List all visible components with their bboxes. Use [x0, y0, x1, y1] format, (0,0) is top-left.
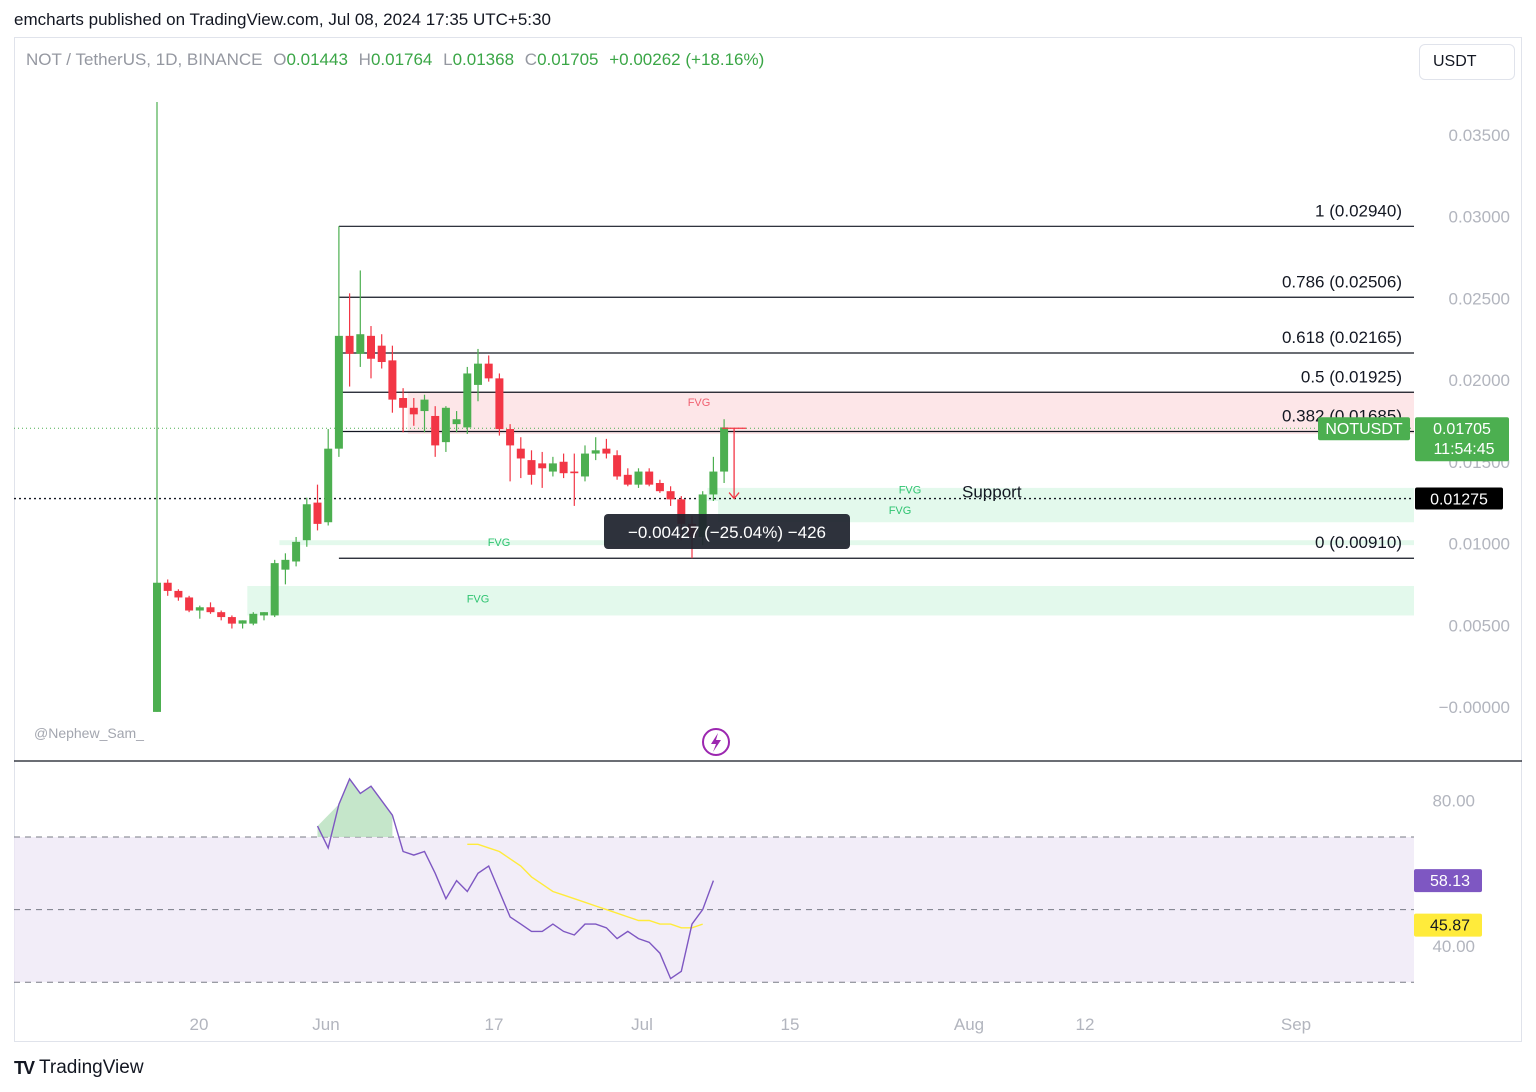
tradingview-logo[interactable]: TV TradingView	[14, 1057, 144, 1079]
low-value: 0.01368	[452, 50, 515, 69]
high-label: H	[358, 50, 371, 69]
symbol-legend: NOT / TetherUS, 1D, BINANCE O0.01443 H0.…	[26, 50, 764, 70]
symbol-name[interactable]: NOT / TetherUS, 1D, BINANCE	[26, 50, 263, 69]
currency-button[interactable]: USDT	[1419, 44, 1515, 80]
tradingview-logo-icon: TV	[14, 1057, 35, 1078]
author-watermark: @Nephew_Sam_	[34, 725, 144, 741]
tradingview-logo-text: TradingView	[39, 1057, 144, 1078]
change-value: +0.00262 (+18.16%)	[609, 50, 765, 69]
published-header: emcharts published on TradingView.com, J…	[14, 10, 551, 29]
close-value: 0.01705	[537, 50, 599, 69]
close-label: C	[524, 50, 538, 69]
high-value: 0.01764	[370, 50, 433, 69]
open-value: 0.01443	[286, 50, 348, 69]
chart-frame	[14, 37, 1522, 1042]
open-label: O	[273, 50, 287, 69]
low-label: L	[443, 50, 453, 69]
